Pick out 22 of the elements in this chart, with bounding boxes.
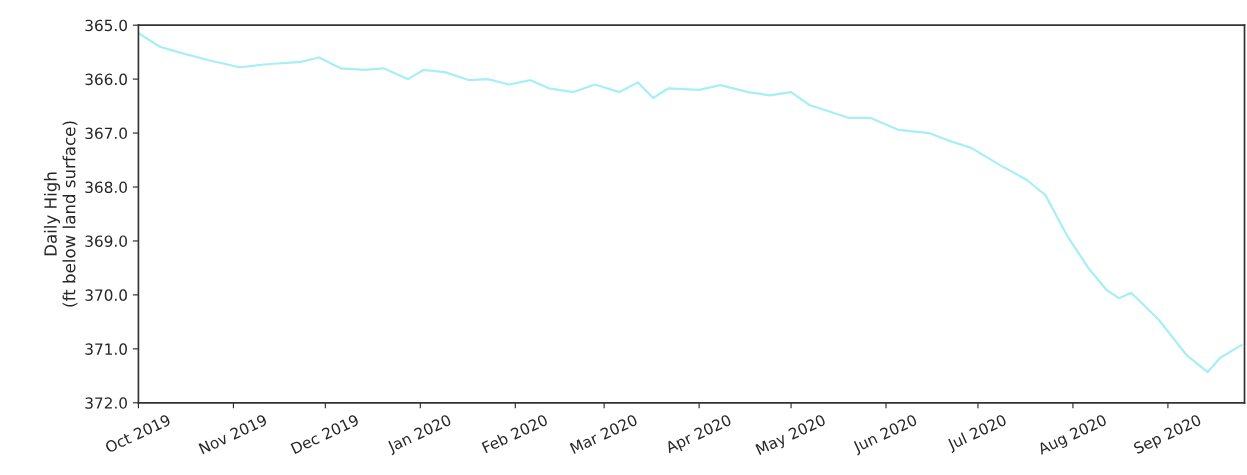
x-tick-label: Mar 2020 — [569, 413, 638, 454]
x-tick-label: Nov 2019 — [198, 413, 268, 455]
y-tick-label: 367.0 — [85, 127, 127, 140]
x-tick-label: Apr 2020 — [664, 413, 734, 457]
y-tick-label: 368.0 — [85, 181, 127, 194]
x-tick-label: Jan 2020 — [386, 413, 453, 456]
x-tick-label: Oct 2019 — [104, 413, 172, 454]
y-tick-label: 369.0 — [85, 235, 127, 247]
x-tick-label: Jul 2020 — [945, 413, 1009, 454]
y-tick-label: 372.0 — [85, 397, 127, 409]
y-tick-label: 370.0 — [85, 289, 127, 301]
y-tick-label: 371.0 — [85, 343, 127, 355]
x-tick-label: May 2020 — [755, 413, 828, 458]
x-tick-label: Sep 2020 — [1132, 413, 1203, 457]
x-tick-label: Aug 2020 — [1036, 413, 1109, 458]
x-tick-label: Feb 2020 — [481, 413, 549, 454]
line-series — [138, 32, 1243, 374]
y-tick-label: 365.0 — [85, 19, 127, 32]
x-tick-label: Dec 2019 — [290, 413, 360, 455]
y-axis-title: Daily High (ft below land surface) — [43, 121, 78, 307]
y-tick-label: 366.0 — [85, 73, 127, 86]
x-tick-label: Jun 2020 — [851, 413, 919, 456]
